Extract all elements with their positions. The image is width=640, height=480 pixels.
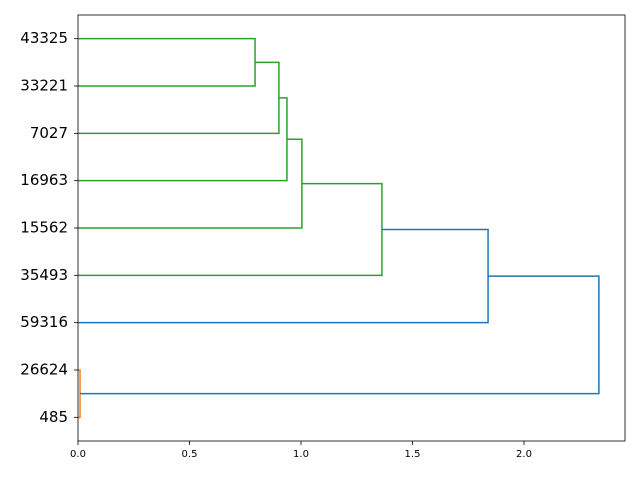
x-tick-label: 0.5 (182, 449, 198, 460)
leaf-label: 59316 (20, 313, 68, 331)
axes-frame (77, 14, 626, 442)
leaf-label: 15562 (20, 219, 68, 237)
leaf-label: 485 (39, 408, 68, 426)
x-tick-label: 1.5 (405, 449, 421, 460)
leaf-label: 7027 (30, 124, 68, 142)
x-tick-label: 2.0 (516, 449, 532, 460)
dendrogram-link (78, 97, 288, 182)
dendrogram-link (78, 138, 303, 229)
dendrogram-link (78, 61, 280, 135)
leaf-label: 26624 (20, 361, 68, 379)
dendrogram-link (78, 182, 383, 277)
x-tick-label: 1.0 (293, 449, 309, 460)
dendrogram-link (78, 369, 81, 419)
leaf-label: 35493 (20, 266, 68, 284)
dendrogram-link (78, 37, 256, 87)
leaf-label: 33221 (20, 77, 68, 95)
leaf-label: 16963 (20, 171, 68, 189)
leaf-label: 43325 (20, 29, 68, 47)
x-tick-label: 0.0 (70, 449, 86, 460)
dendrogram-link (80, 275, 600, 395)
